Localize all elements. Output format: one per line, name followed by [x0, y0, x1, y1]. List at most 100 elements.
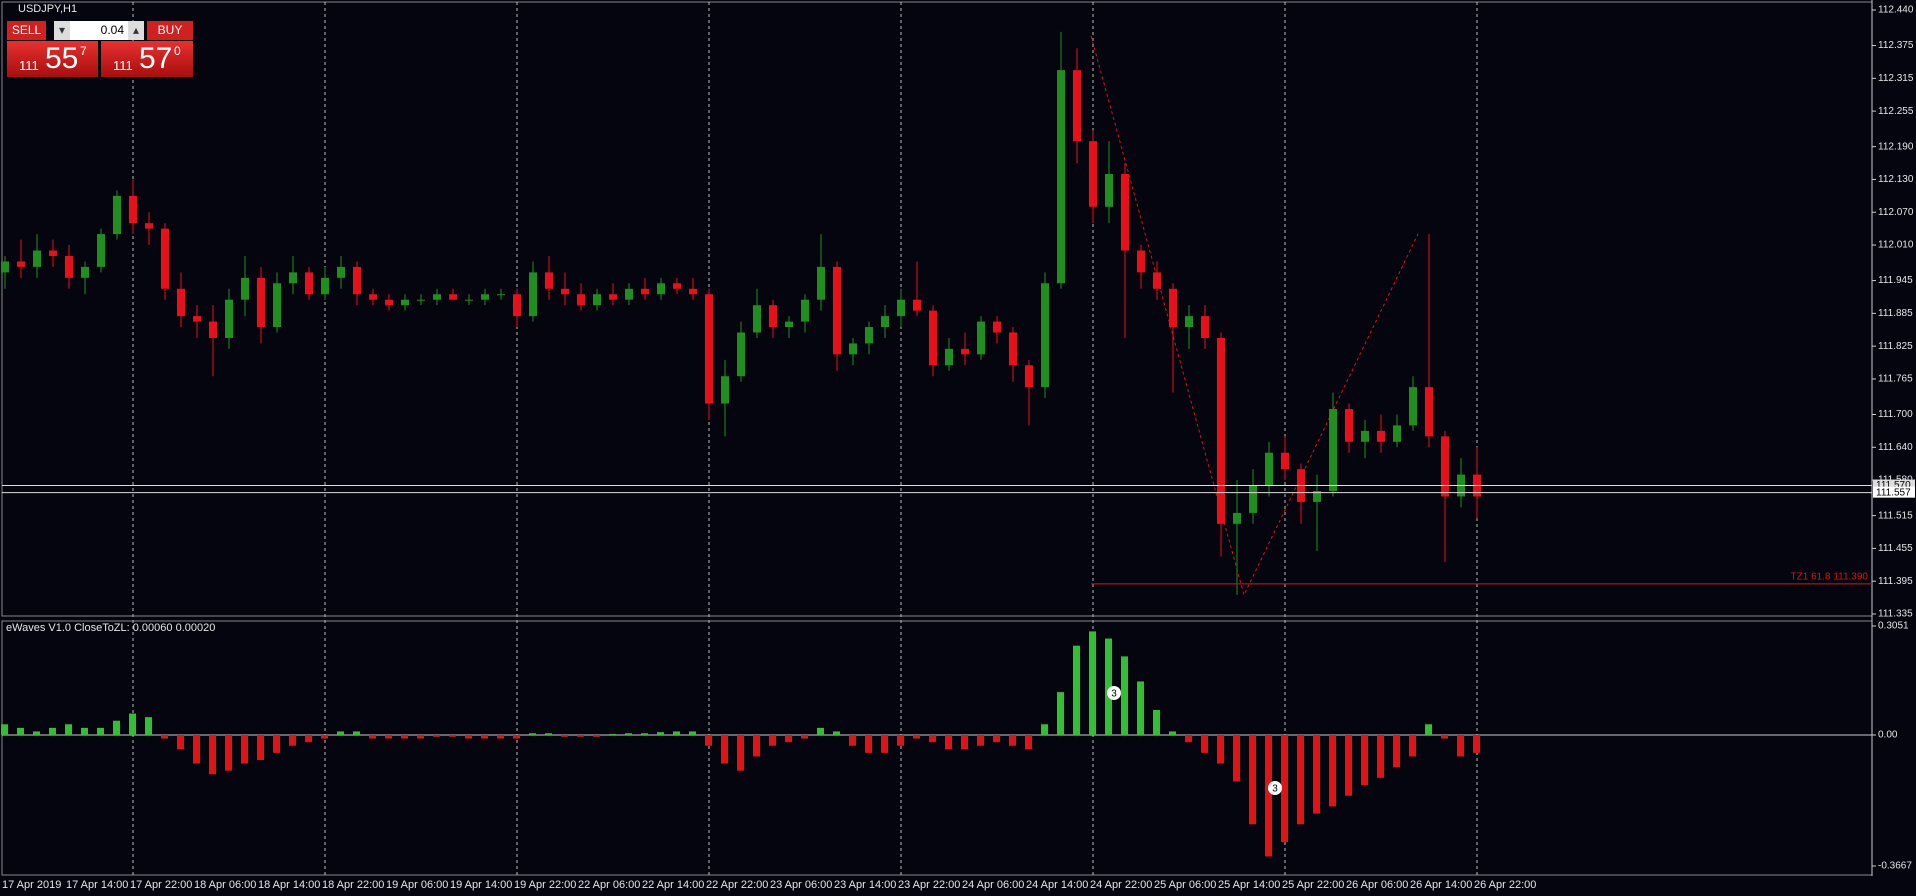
candle-body — [769, 305, 777, 328]
candle-body — [497, 294, 505, 296]
chart-title: USDJPY,H1 — [18, 3, 77, 15]
buy-button[interactable]: BUY — [147, 21, 193, 40]
bar — [1073, 645, 1080, 735]
y-tick-label: 111.640 — [1878, 442, 1913, 453]
candle-body — [1089, 141, 1097, 207]
x-tick-label: 23 Apr 22:00 — [898, 879, 960, 891]
bar — [849, 734, 856, 746]
candle-body — [1281, 452, 1289, 470]
candle-body — [449, 294, 457, 300]
bar — [897, 734, 904, 746]
candle-body — [465, 299, 473, 301]
x-tick-label: 24 Apr 22:00 — [1090, 879, 1152, 891]
candle-body — [593, 294, 601, 306]
candle-body — [1329, 409, 1337, 492]
candle-body — [833, 266, 841, 355]
candle-body — [33, 250, 41, 267]
candle-body — [1041, 283, 1049, 388]
candle-body — [881, 316, 889, 328]
sell-button[interactable]: SELL — [7, 21, 46, 40]
bar — [1009, 734, 1016, 746]
bar — [1201, 734, 1208, 753]
candle-body — [1169, 288, 1177, 328]
bar — [49, 727, 56, 735]
x-tick-label: 24 Apr 06:00 — [962, 879, 1024, 891]
candle-body — [273, 283, 281, 328]
candle-body — [17, 261, 25, 267]
x-tick-label: 26 Apr 06:00 — [1346, 879, 1408, 891]
bar — [1473, 734, 1480, 753]
bar — [1, 724, 8, 735]
bar — [625, 733, 632, 735]
candle-body — [113, 195, 121, 235]
price-label: 111.557 — [1876, 487, 1911, 498]
bar — [833, 731, 840, 735]
buy-price[interactable]: 111 57 0 — [101, 41, 193, 77]
bar — [1457, 734, 1464, 757]
bar — [369, 734, 376, 739]
bar — [1041, 724, 1048, 735]
x-tick-label: 19 Apr 22:00 — [514, 879, 576, 891]
bar — [241, 734, 248, 764]
bar — [945, 734, 952, 750]
candle-body — [737, 332, 745, 377]
bar — [1345, 734, 1352, 796]
bar — [1089, 631, 1096, 735]
bar — [81, 727, 88, 735]
bar — [1233, 734, 1240, 782]
candle-body — [1073, 70, 1081, 142]
sell-price[interactable]: 111 55 7 — [7, 41, 98, 77]
candle-body — [337, 266, 345, 278]
candle-body — [897, 299, 905, 317]
bar — [689, 731, 696, 735]
candle-body — [1057, 70, 1065, 284]
y-tick-label: 112.070 — [1878, 207, 1914, 218]
candle-body — [177, 288, 185, 317]
candle-body — [241, 277, 249, 300]
bar — [545, 733, 552, 735]
wave-marker — [1268, 781, 1282, 795]
zigzag — [1090, 35, 1419, 597]
x-tick-label: 17 Apr 2019 — [2, 879, 61, 891]
y-tick-label: 112.190 — [1878, 141, 1914, 152]
x-tick-label: 26 Apr 14:00 — [1410, 879, 1472, 891]
bar — [289, 734, 296, 746]
indicator-frame — [1, 620, 1873, 876]
bar — [481, 734, 488, 739]
candle-body — [689, 288, 697, 295]
bar — [1217, 734, 1224, 764]
x-tick-label: 23 Apr 14:00 — [834, 879, 896, 891]
bar — [753, 734, 760, 757]
candle-body — [753, 305, 761, 333]
trade-panel: SELL ▾ 0.04 ▴ BUY 111 55 7 111 57 0 — [7, 21, 193, 77]
candle-body — [1377, 430, 1385, 442]
candle-body — [289, 272, 297, 284]
y-tick-label: 111.515 — [1878, 510, 1913, 521]
candle-body — [785, 321, 793, 328]
y-tick-label: 0.3051 — [1878, 621, 1909, 632]
bar — [785, 734, 792, 743]
y-tick-label: 111.825 — [1878, 341, 1913, 352]
volume-up[interactable]: ▴ — [128, 21, 144, 40]
candle-body — [385, 299, 393, 306]
candle-body — [929, 310, 937, 366]
candle-body — [609, 294, 617, 300]
x-tick-label: 22 Apr 14:00 — [642, 879, 704, 891]
price-main: 57 — [139, 42, 173, 75]
candle-body — [817, 266, 825, 300]
candle-body — [129, 195, 137, 224]
bar — [97, 727, 104, 735]
candle-body — [1105, 173, 1113, 207]
candle-body — [433, 294, 441, 300]
volume-down[interactable]: ▾ — [54, 21, 70, 40]
bar — [33, 731, 40, 735]
volume-input[interactable]: 0.04 — [70, 21, 128, 40]
bar — [1313, 734, 1320, 814]
bar — [465, 734, 472, 739]
candle-body — [209, 321, 217, 338]
candle-body — [977, 321, 985, 355]
y-tick-label: 112.010 — [1878, 240, 1914, 251]
candle-body — [1009, 332, 1017, 366]
bar — [177, 734, 184, 750]
